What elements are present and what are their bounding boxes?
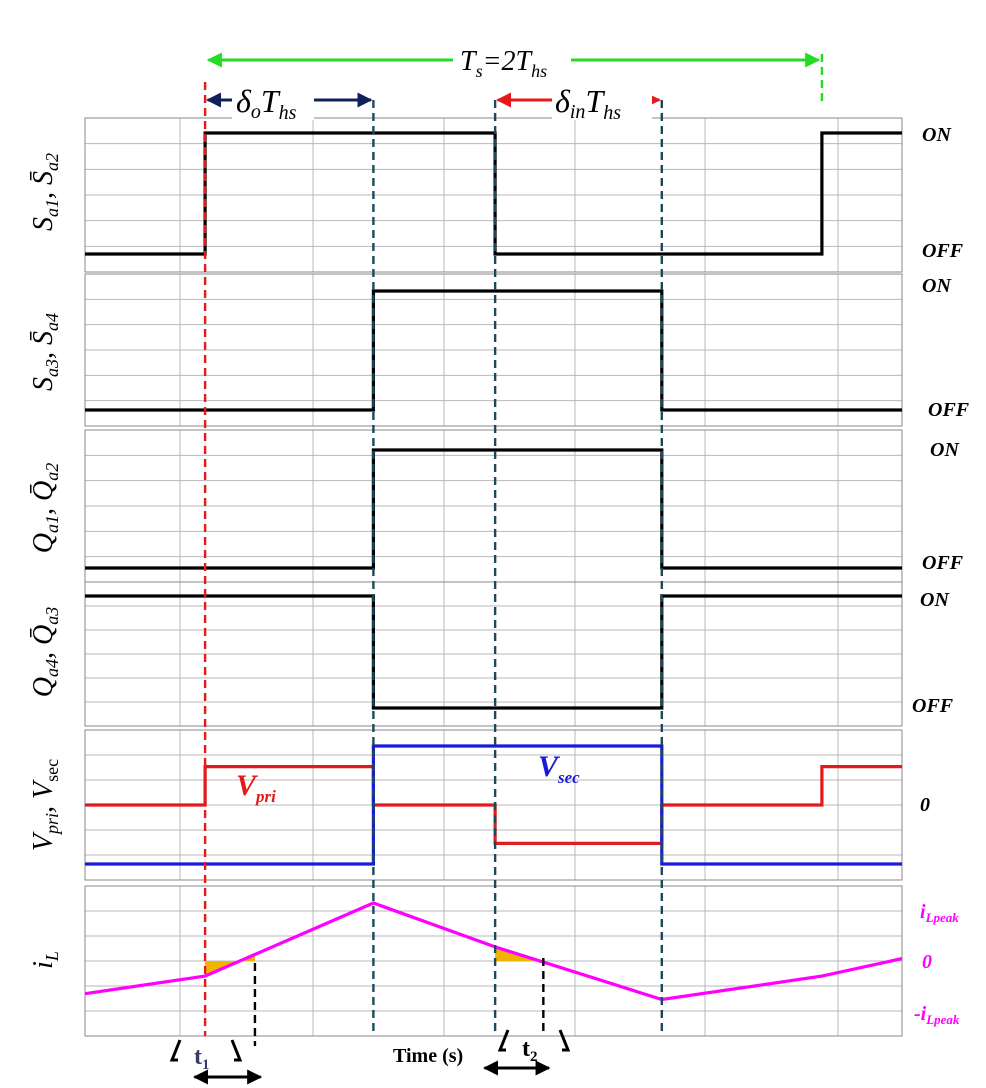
delta-o-annotation: δoThs xyxy=(206,82,373,124)
period-label: Ts=2Ths xyxy=(460,46,547,81)
panel-2 xyxy=(84,273,903,427)
series-line-panel-3 xyxy=(85,448,902,570)
series-line-i-l xyxy=(84,901,903,1002)
level-on-4: ON xyxy=(920,589,950,611)
series-line-panel-1 xyxy=(85,131,902,256)
waveform-series xyxy=(84,131,903,1002)
level-on-3: ON xyxy=(930,439,960,461)
panel-4 xyxy=(84,581,903,727)
vertical-time-markers xyxy=(203,54,824,1046)
level-neg-ilpeak: -iLpeak xyxy=(914,1003,960,1027)
delta-in-annotation: δinThs xyxy=(496,82,661,124)
panel-3 xyxy=(84,429,903,583)
panel-frame xyxy=(84,885,903,1037)
delta-o-label: δoThs xyxy=(236,83,297,124)
level-off-1: OFF xyxy=(922,240,964,262)
t2-label: t2 xyxy=(522,1036,538,1065)
series-line-panel-4 xyxy=(85,594,902,710)
series-line-panel-2 xyxy=(85,289,902,412)
delta-in-label: δinThs xyxy=(555,83,621,124)
level-labels: ON OFF ON OFF ON OFF ON OFF 0 iLpeak 0 -… xyxy=(912,124,970,1027)
panel-frame xyxy=(84,581,903,727)
ylabel-qa4-qa3: Qa4, Q̄a3 xyxy=(28,607,62,697)
x-axis-label: Time (s) xyxy=(393,1045,463,1067)
ylabel-qa1-qa2: Qa1, Q̄a2 xyxy=(28,463,62,553)
level-on-2: ON xyxy=(922,275,952,297)
level-off-2: OFF xyxy=(928,399,970,421)
level-on-1: ON xyxy=(922,124,952,146)
panel-6 xyxy=(84,885,903,1037)
panel-frames xyxy=(84,117,903,1037)
level-off-4: OFF xyxy=(912,695,954,717)
level-off-3: OFF xyxy=(922,552,964,574)
level-zero-i: 0 xyxy=(922,951,932,973)
period-annotation: Ts=2Ths xyxy=(206,44,821,81)
ylabel-il: iL xyxy=(28,951,62,969)
t2-bracket: t2 xyxy=(483,1029,571,1076)
panel-frame xyxy=(84,117,903,273)
level-zero-v: 0 xyxy=(920,794,930,816)
series-line-v-sec xyxy=(85,744,902,866)
vpri-label: Vpri xyxy=(236,769,276,806)
t1-bracket: t1 xyxy=(169,1039,263,1085)
ylabel-sa3-sa4: Sa3, S̄a4 xyxy=(28,313,62,391)
ylabel-vpri-vsec: Vpri, Vsec xyxy=(28,759,62,851)
t1-label: t1 xyxy=(194,1044,210,1073)
ylabel-sa1-sa2: Sa1, S̄a2 xyxy=(28,153,62,231)
panel-y-labels: Sa1, S̄a2 Sa3, S̄a4 Qa1, Q̄a2 Qa4, Q̄a3 … xyxy=(28,153,62,969)
panel-frame xyxy=(84,273,903,427)
level-ilpeak: iLpeak xyxy=(920,901,959,925)
vsec-label: Vsec xyxy=(538,750,580,787)
